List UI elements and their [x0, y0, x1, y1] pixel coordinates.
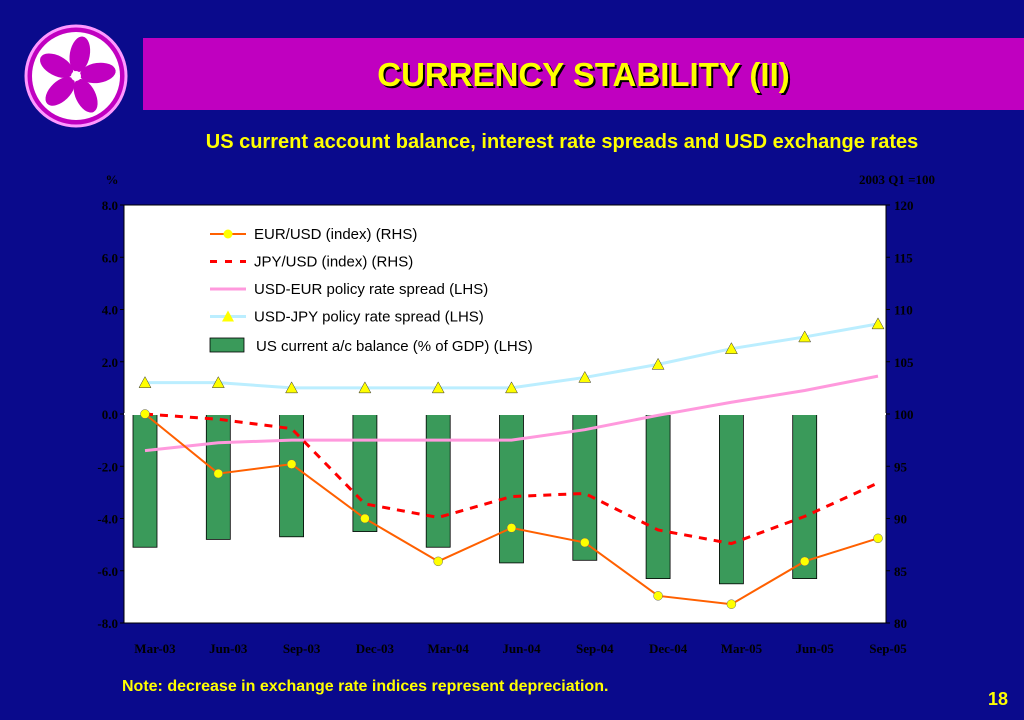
- usd-jpy-spread-marker: [578, 370, 592, 383]
- left-axis-tick-label: -6.0: [97, 564, 118, 579]
- x-axis-tick-label: Jun-05: [796, 641, 835, 656]
- eur-usd-marker: [140, 409, 150, 419]
- usd-jpy-spread-marker: [431, 381, 445, 394]
- usd-jpy-spread-marker: [285, 381, 299, 394]
- eur-usd-marker: [653, 591, 663, 601]
- jpy-usd-line: [144, 412, 879, 546]
- left-axis-tick-label: 6.0: [102, 250, 118, 265]
- x-axis-tick-label: Mar-04: [428, 641, 470, 656]
- footnote: Note: decrease in exchange rate indices …: [122, 678, 609, 695]
- x-axis-tick-label: Dec-04: [649, 641, 688, 656]
- right-axis-tick-label: 115: [894, 250, 913, 265]
- eur-usd-marker: [433, 556, 443, 567]
- current-account-bar: [572, 413, 598, 561]
- x-axis-tick-label: Sep-05: [869, 641, 907, 656]
- page-number: 18: [987, 689, 1008, 709]
- legend-label: USD-EUR policy rate spread (LHS): [254, 281, 488, 298]
- current-account-bar: [792, 413, 818, 579]
- x-axis-tick-label: Mar-05: [721, 641, 763, 656]
- right-axis-tick-label: 110: [894, 303, 913, 318]
- left-axis-tick-label: 8.0: [102, 198, 118, 213]
- right-axis-tick-label: 120: [894, 198, 914, 213]
- x-axis-tick-label: Dec-03: [356, 641, 395, 656]
- usd-eur-spread-line: [144, 374, 879, 453]
- legend-label: JPY/USD (index) (RHS): [254, 254, 413, 271]
- left-axis-tick-label: 4.0: [102, 303, 118, 318]
- x-axis-tick-label: Jun-03: [209, 641, 248, 656]
- legend-label: EUR/USD (index) (RHS): [254, 226, 417, 243]
- usd-jpy-spread-marker: [505, 381, 518, 394]
- right-axis-tick-label: 105: [894, 355, 914, 370]
- legend-usd-jpy-marker: [222, 310, 234, 322]
- current-account-bar: [499, 413, 524, 564]
- right-axis-tick-label: 95: [894, 459, 908, 474]
- current-account-bar: [279, 413, 305, 538]
- page-title: CURRENCY STABILITY (II): [377, 56, 790, 93]
- usd-jpy-spread-marker: [651, 357, 665, 370]
- legend-label: US current a/c balance (% of GDP) (LHS): [256, 338, 533, 355]
- current-account-bar: [719, 413, 744, 585]
- usd-jpy-spread-marker: [724, 342, 738, 354]
- eur-usd-marker: [360, 513, 370, 524]
- usd-jpy-spread-marker: [871, 317, 885, 330]
- x-axis-tick-label: Sep-04: [576, 641, 614, 656]
- eur-usd-marker: [726, 599, 737, 609]
- right-axis-unit: 2003 Q1 =100: [859, 172, 935, 187]
- left-axis-tick-label: -2.0: [97, 459, 118, 474]
- current-account-bar: [645, 413, 671, 579]
- right-axis-tick-label: 90: [894, 512, 907, 527]
- right-axis-tick-label: 100: [894, 407, 914, 422]
- current-account-bar: [132, 413, 158, 548]
- x-axis-tick-label: Mar-03: [134, 641, 176, 656]
- left-axis-unit: %: [106, 172, 119, 187]
- eur-usd-marker: [213, 468, 224, 479]
- eur-usd-marker: [873, 533, 883, 544]
- eur-usd-marker: [799, 556, 810, 567]
- current-account-bar: [425, 413, 451, 548]
- title-bar: CURRENCY STABILITY (II): [143, 38, 1024, 110]
- legend-label: USD-JPY policy rate spread (LHS): [254, 309, 484, 326]
- legend-eur-usd-marker: [223, 229, 233, 239]
- usd-jpy-spread-marker: [211, 376, 225, 388]
- left-axis-tick-label: 0.0: [102, 407, 118, 422]
- usd-jpy-spread-marker: [798, 330, 812, 343]
- usd-jpy-spread-marker: [358, 381, 372, 394]
- x-axis-tick-label: Sep-03: [283, 641, 321, 656]
- eur-usd-marker: [580, 537, 590, 548]
- chart-subtitle: US current account balance, interest rat…: [205, 131, 919, 153]
- right-axis-tick-label: 80: [894, 616, 907, 631]
- chart: % 2003 Q1 =100 8.0 6.0 4.0 2.0 0.0 -2.0 -4.0 -6…: [97, 172, 935, 656]
- right-axis-tick-label: 85: [894, 564, 908, 579]
- left-axis-tick-label: -8.0: [97, 616, 118, 631]
- left-axis-tick-label: -4.0: [97, 512, 118, 527]
- eur-usd-marker: [286, 459, 297, 469]
- left-axis-tick-label: 2.0: [102, 355, 118, 370]
- bauhinia-logo-icon: [24, 24, 128, 128]
- eur-usd-marker: [506, 523, 517, 533]
- legend-current-account-swatch: [209, 337, 245, 353]
- usd-jpy-spread-marker: [138, 376, 152, 388]
- x-axis-tick-label: Jun-04: [502, 641, 541, 656]
